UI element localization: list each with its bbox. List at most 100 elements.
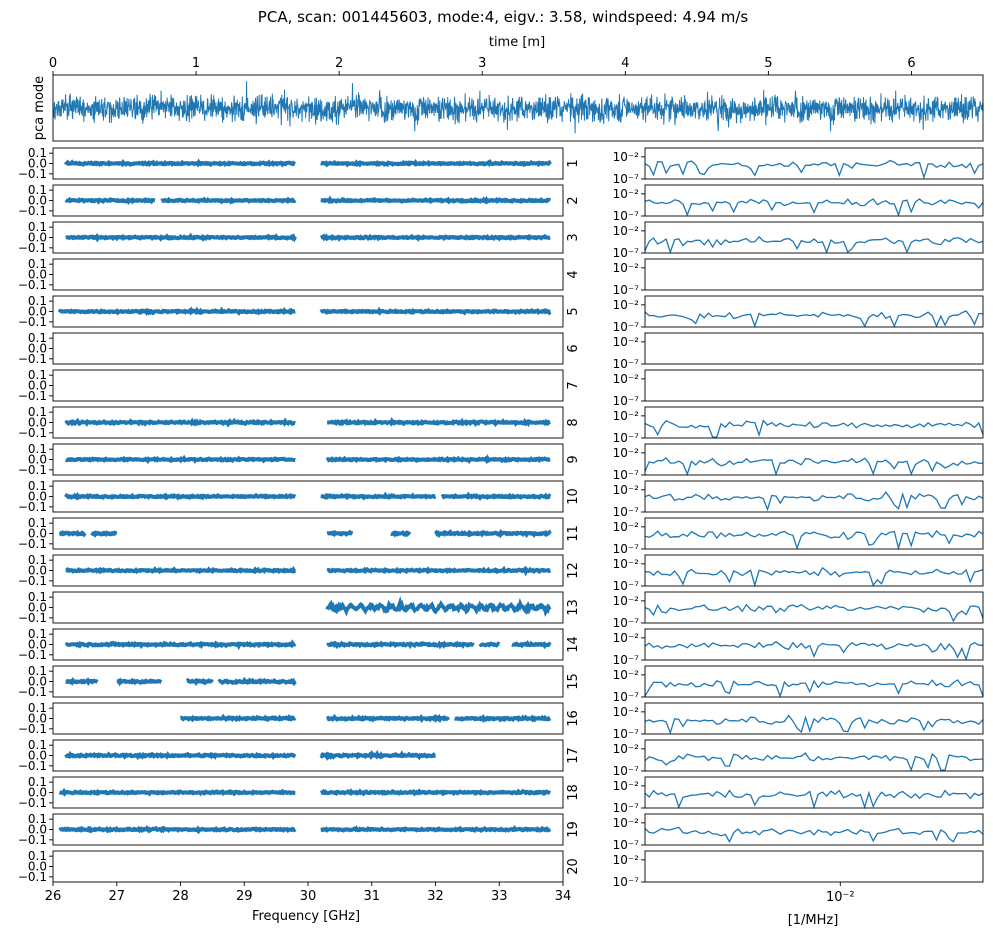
feed-ytick-label: −0.1 xyxy=(18,574,47,588)
feed-15-segment xyxy=(116,677,163,687)
feed-ytick-label: −0.1 xyxy=(18,389,47,403)
psd-11-trace xyxy=(644,529,984,551)
feed-ytick-label: 0.0 xyxy=(28,416,47,430)
feed-ytick-label: 0.1 xyxy=(28,738,47,752)
feed-ytick-label: 0.1 xyxy=(28,516,47,530)
feed-3-segment xyxy=(65,232,298,243)
feed-ytick-label: 0.1 xyxy=(28,220,47,234)
frequency-axis-label: Frequency [GHz] xyxy=(252,909,360,924)
psd-xtick-label: 10⁻² xyxy=(826,890,855,905)
psd-19-frame xyxy=(644,813,984,846)
psd-ytick-label: 10⁻⁷ xyxy=(613,394,640,408)
feed-ytick-label: 0.1 xyxy=(28,183,47,197)
psd-10-trace xyxy=(644,490,984,512)
frequency-tick-label: 32 xyxy=(427,889,444,904)
feed-ytick-label: 0.1 xyxy=(28,294,47,308)
feed-ytick-label: −0.1 xyxy=(18,500,47,514)
feed-10-segment xyxy=(440,491,552,501)
psd-12-frame xyxy=(644,554,984,587)
figure-title: PCA, scan: 001445603, mode:4, eigv.: 3.5… xyxy=(258,8,749,26)
feed-ytick-label: 0.0 xyxy=(28,527,47,541)
feed-label-12: 12 xyxy=(566,562,581,579)
feed-ytick-label: 0.0 xyxy=(28,231,47,245)
feed-16-segment xyxy=(325,713,450,724)
feed-14-segment xyxy=(64,639,297,651)
feed-ytick-label: −0.1 xyxy=(18,648,47,662)
feed-ytick-label: −0.1 xyxy=(18,278,47,292)
feed-label-16: 16 xyxy=(566,710,581,727)
psd-axis-label: [1/MHz] xyxy=(788,913,839,928)
psd-ytick-label: 10⁻² xyxy=(613,779,640,793)
feed-ytick-label: 0.0 xyxy=(28,453,47,467)
feed-15-segment xyxy=(185,677,214,687)
time-tick-label: 5 xyxy=(764,56,772,71)
psd-18-trace xyxy=(644,789,984,810)
psd-15-trace xyxy=(644,679,984,699)
feed-4-frame xyxy=(52,258,564,291)
feed-label-17: 17 xyxy=(566,747,581,764)
psd-ytick-label: 10⁻⁷ xyxy=(613,320,640,334)
feed-ytick-label: 0.0 xyxy=(28,786,47,800)
feed-17-segment xyxy=(319,749,436,761)
psd-ytick-label: 10⁻² xyxy=(613,298,640,312)
feed-label-10: 10 xyxy=(566,488,581,505)
psd-15-frame xyxy=(644,665,984,698)
feed-ytick-label: 0.0 xyxy=(28,490,47,504)
psd-ytick-label: 10⁻² xyxy=(613,742,640,756)
feed-ytick-label: 0.1 xyxy=(28,331,47,345)
feed-14-segment xyxy=(511,639,552,650)
feed-label-13: 13 xyxy=(566,599,581,616)
time-tick-label: 2 xyxy=(335,56,343,71)
feed-ytick-label: 0.0 xyxy=(28,601,47,615)
feed-10-segment xyxy=(320,491,437,501)
frequency-tick-label: 30 xyxy=(300,889,317,904)
feed-label-3: 3 xyxy=(566,233,581,241)
psd-ytick-label: 10⁻² xyxy=(613,816,640,830)
feed-7-frame xyxy=(52,369,564,402)
psd-ytick-label: 10⁻² xyxy=(613,631,640,645)
psd-ytick-label: 10⁻² xyxy=(613,557,640,571)
feed-ytick-label: 0.0 xyxy=(28,638,47,652)
feed-ytick-label: 0.1 xyxy=(28,442,47,456)
time-tick-label: 6 xyxy=(907,56,915,71)
feed-20-frame xyxy=(52,850,564,883)
top-ylabel: pca mode xyxy=(32,76,47,140)
psd-2-frame xyxy=(644,184,984,217)
psd-ytick-label: 10⁻² xyxy=(613,409,640,423)
frequency-tick-label: 33 xyxy=(491,889,508,904)
feed-ytick-label: −0.1 xyxy=(18,426,47,440)
pca-mode-panel: 0 1 2 3 4 5 6 xyxy=(49,56,984,142)
psd-20-frame xyxy=(644,850,984,883)
psd-ytick-label: 10⁻⁷ xyxy=(613,838,640,852)
frequency-tick-label: 26 xyxy=(45,889,62,904)
feed-1-segment xyxy=(64,158,296,168)
feed-label-6: 6 xyxy=(566,344,581,352)
feed-label-5: 5 xyxy=(566,307,581,315)
psd-ytick-label: 10⁻⁷ xyxy=(613,690,640,704)
pca-mode-trace xyxy=(52,81,984,134)
feed-18-segment xyxy=(319,788,552,797)
time-tick-label: 3 xyxy=(478,56,486,71)
feed-ytick-label: 0.1 xyxy=(28,627,47,641)
feed-ytick-label: −0.1 xyxy=(18,611,47,625)
feed-19-segment xyxy=(320,824,552,834)
feed-label-15: 15 xyxy=(566,673,581,690)
psd-ytick-label: 10⁻² xyxy=(613,150,640,164)
frequency-tick-label: 27 xyxy=(108,889,125,904)
feed-16-segment xyxy=(453,713,552,723)
feed-ytick-label: −0.1 xyxy=(18,833,47,847)
psd-3-trace xyxy=(644,235,984,255)
psd-11-frame xyxy=(644,517,984,550)
psd-ytick-label: 10⁻⁷ xyxy=(613,246,640,260)
feed-ytick-label: 0.1 xyxy=(28,775,47,789)
psd-ytick-label: 10⁻⁷ xyxy=(613,357,640,371)
psd-ytick-label: 10⁻⁷ xyxy=(613,542,640,556)
feed-ytick-label: −0.1 xyxy=(18,352,47,366)
feed-label-7: 7 xyxy=(566,381,581,389)
psd-5-trace xyxy=(644,310,983,328)
time-tick-label: 0 xyxy=(49,56,57,71)
feed-ytick-label: −0.1 xyxy=(18,722,47,736)
psd-13-trace xyxy=(644,603,984,623)
psd-ytick-label: 10⁻⁷ xyxy=(613,616,640,630)
